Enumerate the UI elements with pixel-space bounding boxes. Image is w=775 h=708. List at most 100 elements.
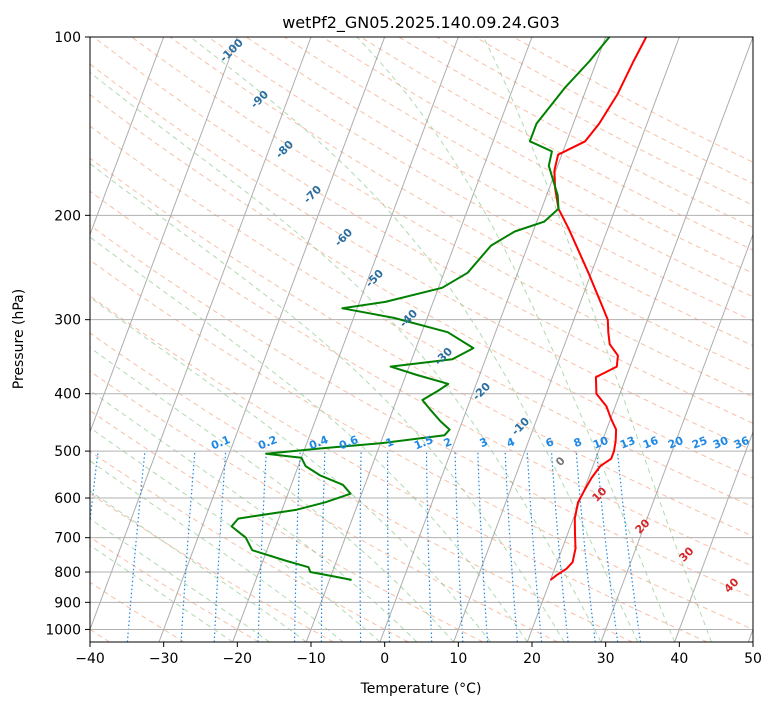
dry-adiabat-line — [90, 190, 753, 567]
x-tick-label: 50 — [744, 651, 762, 667]
y-tick-label: 300 — [54, 313, 81, 329]
isotherm-line — [379, 37, 607, 642]
x-tick-label: 30 — [597, 651, 615, 667]
dry-adiabat-line — [90, 224, 753, 599]
dry-adiabat-label: -30 — [432, 345, 455, 368]
moist-adiabat-line — [90, 389, 418, 642]
y-tick-label: 400 — [54, 387, 81, 403]
dry-adiabat-label: -50 — [363, 267, 386, 290]
x-axis-label: Temperature (°C) — [360, 681, 482, 697]
moist-adiabat-line — [90, 71, 602, 642]
mixing-ratio-label: 2 — [442, 435, 454, 450]
moist-adiabat-line — [190, 37, 639, 642]
mixing-ratio-line — [575, 451, 596, 642]
y-tick-label: 1000 — [45, 622, 81, 638]
mixing-ratio-label: 20 — [666, 434, 685, 452]
axis-layer: −40 −30 −20 −10 0 10 20 30 40 5010020030040050060… — [45, 30, 762, 667]
isotherm-line — [90, 37, 238, 434]
y-tick-label: 700 — [54, 531, 81, 547]
dry-adiabat-line — [169, 37, 753, 372]
mixing-ratio-line — [320, 451, 326, 642]
dry-adiabat-line — [90, 63, 753, 452]
y-tick-label: 100 — [54, 30, 81, 46]
dry-adiabat-label: 0 — [553, 454, 568, 469]
dry-adiabat-label: 10 — [590, 484, 610, 504]
mixing-ratio-label: 13 — [618, 434, 637, 452]
moist-adiabat-line — [90, 236, 528, 642]
isotherm-line — [747, 628, 753, 642]
dry-adiabat-line — [90, 259, 753, 630]
temperature-profile-line — [549, 37, 648, 581]
y-tick-label: 900 — [54, 595, 81, 611]
x-tick-label: 0 — [380, 651, 389, 667]
moist-adiabat-line — [90, 162, 565, 642]
mixing-ratio-label: 1 — [384, 435, 396, 450]
dry-adiabat-line — [90, 370, 558, 642]
y-tick-label: 200 — [54, 208, 81, 224]
mixing-ratio-line — [180, 451, 196, 642]
dry-adiabat-line — [245, 37, 753, 322]
mixing-ratio-line — [526, 451, 543, 642]
x-tick-label: 40 — [670, 651, 688, 667]
dry-adiabat-line — [90, 450, 409, 642]
moist-adiabat-line — [90, 518, 270, 642]
y-tick-label: 600 — [54, 491, 81, 507]
dry-adiabat-line — [474, 37, 753, 185]
mixing-ratio-label: 25 — [690, 434, 709, 452]
mixing-ratio-line — [90, 451, 99, 527]
dry-adiabat-label: -60 — [332, 226, 355, 249]
dry-adiabat-line — [322, 37, 753, 274]
mixing-ratio-label: 8 — [572, 435, 584, 450]
y-tick-label: 500 — [54, 444, 81, 460]
dry-adiabat-line — [90, 492, 334, 642]
dry-adiabat-line — [398, 37, 753, 229]
dry-adiabat-line — [360, 37, 753, 251]
dry-adiabat-line — [90, 536, 260, 642]
mixing-ratio-label: 6 — [544, 435, 556, 450]
isotherm-line — [674, 430, 753, 642]
mixing-ratio-label: 36 — [732, 434, 751, 452]
mixing-ratio-line — [477, 451, 489, 642]
isotherm-line — [453, 37, 680, 642]
moist-adiabat-line — [90, 296, 491, 642]
dry-adiabat-line — [93, 37, 753, 424]
dry-adiabat-label: -80 — [273, 138, 296, 161]
mixing-ratio-label: 30 — [711, 434, 730, 452]
mixing-ratio-line — [387, 451, 391, 642]
y-axis-label: Pressure (hPa) — [11, 289, 27, 389]
x-tick-label: 10 — [449, 651, 467, 667]
moist-adiabat-line — [90, 427, 381, 642]
dry-adiabat-label: -90 — [248, 88, 271, 111]
chart-title: wetPf2_GN05.2025.140.09.24.G03 — [282, 13, 560, 33]
dry-adiabat-label: 30 — [677, 544, 697, 564]
mixing-ratio-line — [294, 451, 301, 642]
isotherm-line — [305, 37, 533, 642]
mixing-ratio-label: 10 — [591, 434, 610, 452]
moist-adiabat-line — [90, 544, 233, 642]
mixing-ratio-label: 16 — [641, 434, 660, 452]
moist-adiabat-line — [90, 460, 344, 642]
mixing-ratio-line — [596, 451, 619, 642]
isotherm-line — [526, 37, 753, 642]
mixing-ratio-line — [359, 451, 362, 642]
isotherm-line — [90, 37, 165, 236]
x-tick-label: −20 — [223, 651, 253, 667]
plot-frame — [89, 36, 754, 643]
moist-adiabat-line — [483, 37, 712, 642]
mixing-ratio-line — [126, 451, 146, 642]
dry-adiabat-line — [90, 157, 753, 537]
x-tick-label: −10 — [296, 651, 326, 667]
dry-adiabat-line — [131, 37, 753, 398]
mixing-ratio-line — [616, 451, 642, 642]
mixing-ratio-label: 4 — [505, 435, 517, 450]
dry-adiabat-line — [90, 94, 753, 479]
y-tick-label: 800 — [54, 565, 81, 581]
dry-adiabat-line — [284, 37, 753, 298]
x-tick-label: −40 — [75, 651, 105, 667]
mixing-ratio-line — [504, 451, 518, 642]
isotherm-line — [600, 233, 753, 642]
mixing-ratio-label: 0.4 — [307, 433, 330, 452]
mixing-ratio-label: 0.6 — [337, 433, 360, 452]
dry-adiabat-label: -40 — [397, 307, 420, 330]
